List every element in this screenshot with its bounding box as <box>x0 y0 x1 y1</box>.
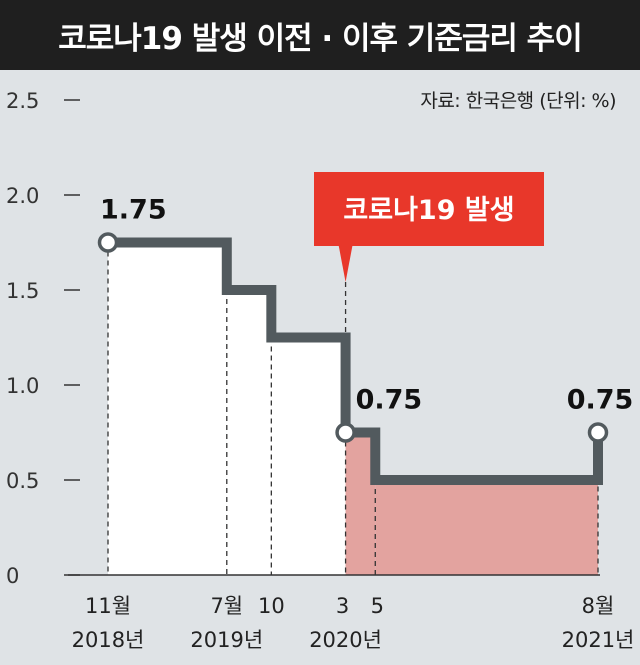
y-tick-label: 0.5 <box>6 469 39 493</box>
data-label: 0.75 <box>567 385 634 416</box>
rate-line <box>108 237 603 485</box>
x-tick-year-label: 2019년 <box>190 628 263 652</box>
data-point-marker <box>335 422 356 443</box>
covid-callout-box <box>314 172 544 246</box>
y-tick-label: 1.0 <box>6 374 39 398</box>
data-label: 1.75 <box>100 195 167 226</box>
x-tick-label: 5 <box>371 594 384 618</box>
area-segment <box>375 480 598 575</box>
chart-title: 코로나19 발생 이전 · 이후 기준금리 추이 <box>0 0 640 70</box>
source-note: 자료: 한국은행 (단위: %) <box>420 90 616 112</box>
covid-callout-pointer <box>338 245 353 282</box>
x-tick-label: 3 <box>336 594 349 618</box>
area-segment <box>226 290 272 575</box>
x-tick-year-label: 2021년 <box>562 628 635 652</box>
data-point-marker <box>97 232 119 253</box>
y-tick-label: 0 <box>6 564 19 588</box>
area-segment <box>271 337 346 575</box>
data-point-marker <box>587 422 609 443</box>
covid-callout-label: 코로나19 발생 <box>343 195 514 226</box>
area-segment <box>108 242 227 575</box>
x-tick-label: 11월 <box>85 594 131 618</box>
x-tick-label: 7월 <box>210 594 243 618</box>
x-tick-label: 8월 <box>582 594 615 618</box>
data-label: 0.75 <box>356 385 423 416</box>
y-tick-label: 2.5 <box>6 89 39 113</box>
x-tick-year-label: 2020년 <box>309 628 382 652</box>
y-tick-label: 2.0 <box>6 184 39 208</box>
x-tick-label: 10 <box>258 594 285 618</box>
y-tick-label: 1.5 <box>6 279 39 303</box>
x-tick-year-label: 2018년 <box>72 628 145 652</box>
